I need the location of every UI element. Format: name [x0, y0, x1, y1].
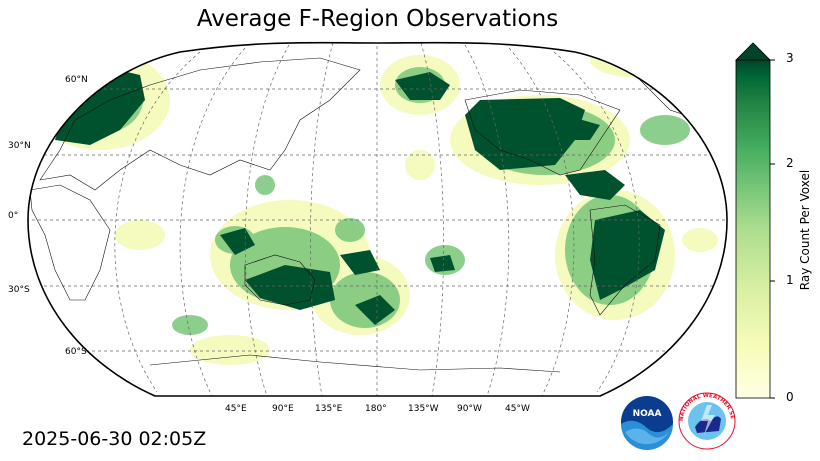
- lat-label-30s: 30°S: [8, 285, 30, 295]
- lon-label-90w: 90°W: [457, 404, 482, 414]
- lat-label-60s: 60°S: [65, 347, 87, 357]
- lon-label-90e: 90°E: [272, 404, 294, 414]
- lon-label-135e: 135°E: [315, 404, 343, 414]
- colorbar-tick-0: 0: [786, 390, 794, 404]
- noaa-logo: NOAA: [621, 396, 673, 450]
- lat-label-30n: 30°N: [8, 141, 31, 151]
- lon-label-135w: 135°W: [408, 404, 439, 414]
- map-title: Average F-Region Observations: [196, 6, 559, 32]
- lat-label-60n: 60°N: [65, 75, 88, 85]
- colorbar-tick-3: 3: [786, 51, 794, 65]
- lat-label-eq: 0°: [8, 211, 19, 221]
- timestamp: 2025-06-30 02:05Z: [22, 428, 207, 450]
- colorbar-tick-2: 2: [786, 156, 794, 170]
- map-boundary: [27, 41, 728, 397]
- colorbar: [735, 42, 775, 399]
- lon-label-45w: 45°W: [505, 404, 530, 414]
- lon-label-180: 180°: [365, 404, 387, 414]
- nws-logo: NATIONAL WEATHER SERVICE: [677, 391, 736, 450]
- coverage-high: [55, 68, 665, 325]
- colorbar-extend-arrow: [735, 42, 771, 61]
- colorbar-label: Ray Count Per Voxel: [798, 169, 812, 291]
- colorbar-tick-1: 1: [786, 273, 794, 287]
- lon-label-45e: 45°E: [225, 404, 247, 414]
- svg-text:NOAA: NOAA: [633, 409, 662, 419]
